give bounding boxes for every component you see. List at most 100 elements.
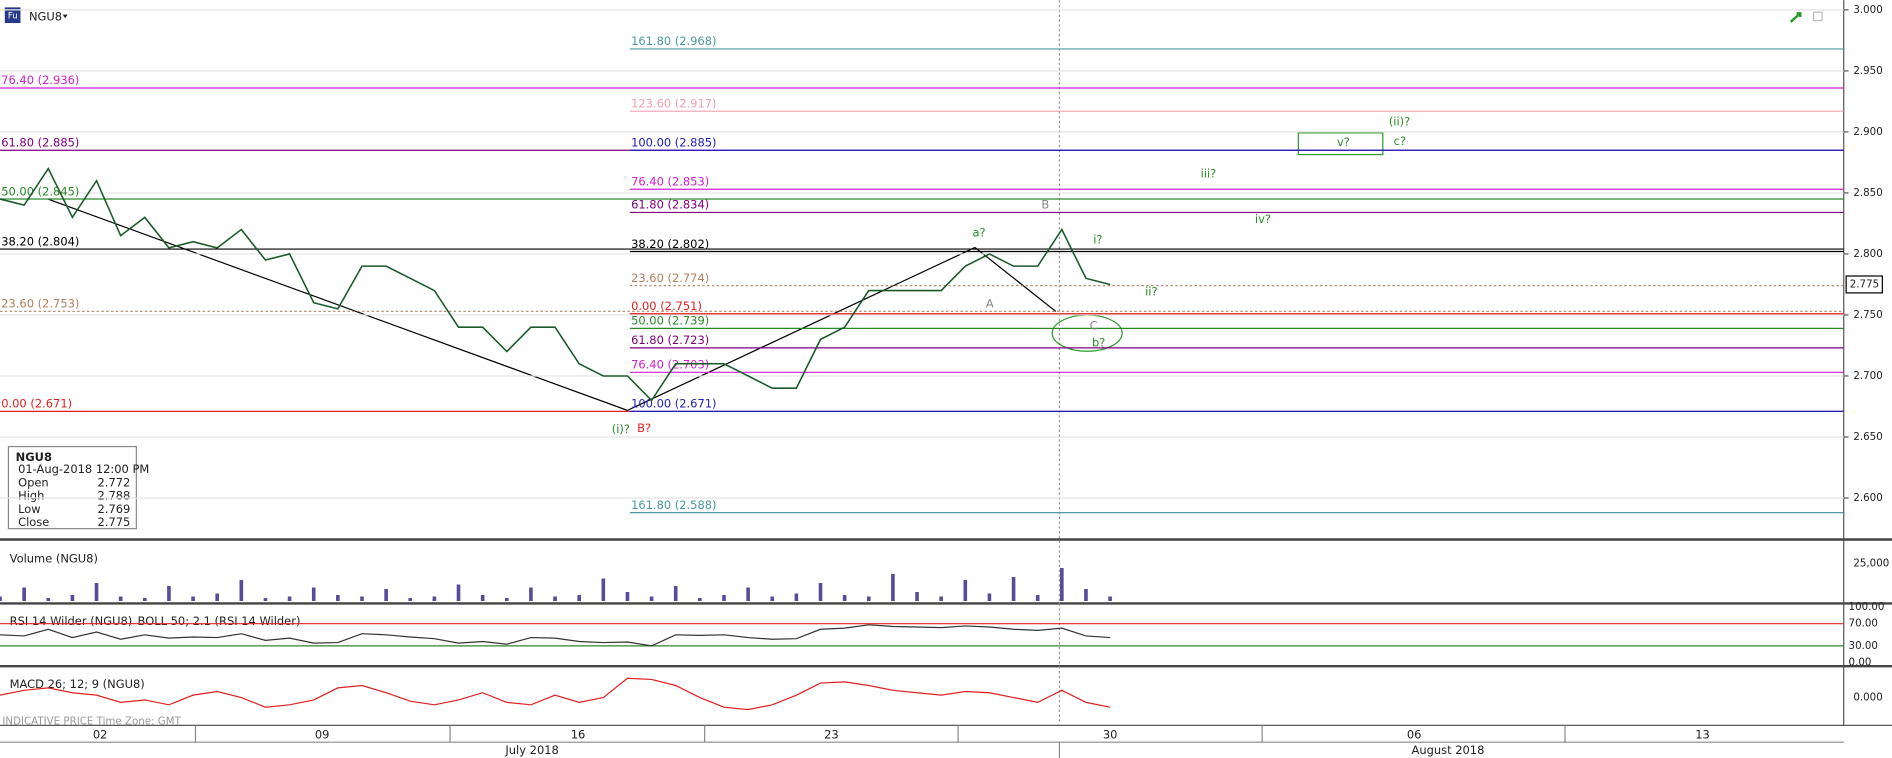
fib-label: 0.00 (2.671) <box>1 397 72 411</box>
panel-title: BOLL 50; 2.1 (RSI 14 Wilder) <box>138 614 301 628</box>
volume-bar <box>625 592 630 602</box>
volume-bar <box>287 596 292 602</box>
volume-bar <box>1035 595 1040 602</box>
dropdown-arrow[interactable] <box>62 14 68 19</box>
volume-bar <box>891 574 895 602</box>
wave-label: iv? <box>1255 212 1271 226</box>
wave-label: a? <box>973 225 986 239</box>
volume-bar <box>142 598 147 602</box>
volume-bar <box>649 596 654 602</box>
rsi-tick-label: 100.00 <box>1849 601 1885 613</box>
date-label: 09 <box>315 727 330 741</box>
price-tick-label: 2.700 <box>1853 370 1882 382</box>
rsi-tick-label: 30.00 <box>1849 640 1878 652</box>
info-row-value: 2.772 <box>98 475 131 489</box>
toolbar-icon[interactable] <box>1789 12 1802 23</box>
wave-label: iii? <box>1201 166 1217 180</box>
wave-label: ii? <box>1145 285 1157 299</box>
volume-bar <box>794 593 799 602</box>
panel-title: RSI 14 Wilder (NGU8) <box>10 614 133 628</box>
volume-bar <box>94 583 99 602</box>
volume-bar <box>529 587 533 602</box>
wave-label: (i)? <box>612 422 630 436</box>
maximize-icon[interactable] <box>1812 11 1823 22</box>
wave-label: A <box>986 297 994 311</box>
wave-label: b? <box>1092 335 1105 349</box>
volume-bar <box>480 595 485 602</box>
volume-bar <box>818 583 823 602</box>
volume-bar <box>915 592 919 602</box>
info-row-label: Open <box>18 475 49 489</box>
volume-tick-label: 25,000 <box>1853 558 1889 570</box>
volume-bar <box>842 595 847 602</box>
volume-bar <box>384 589 388 602</box>
volume-bar <box>46 598 51 602</box>
volume-bar <box>770 596 775 602</box>
info-row-label: Close <box>18 515 49 529</box>
wave-label: v? <box>1337 135 1350 149</box>
month-label: August 2018 <box>1412 743 1485 757</box>
wave-label: C <box>1090 318 1098 332</box>
volume-bar <box>311 587 316 602</box>
wave-label: (ii)? <box>1389 114 1410 128</box>
fib-label: 76.40 (2.936) <box>1 73 79 87</box>
price-tick-label: 2.600 <box>1853 492 1882 504</box>
fib-label: 0.00 (2.751) <box>631 299 702 313</box>
info-row-label: High <box>18 489 44 503</box>
price-tick-label: 2.800 <box>1853 248 1882 260</box>
info-box-frame <box>7 445 137 530</box>
fib-label: 23.60 (2.774) <box>631 271 709 285</box>
volume-bar <box>360 596 364 602</box>
volume-bar <box>215 593 220 602</box>
info-row-value: 2.769 <box>98 502 131 516</box>
volume-bar <box>263 598 268 602</box>
info-datetime: 01-Aug-2018 12:00 PM <box>18 462 149 476</box>
trendline <box>48 198 628 411</box>
symbol-icon <box>4 7 21 24</box>
fib-label: 76.40 (2.703) <box>631 358 709 372</box>
info-row-label: Low <box>18 502 41 516</box>
fib-label: 161.80 (2.588) <box>631 498 716 512</box>
trendline <box>974 247 1057 312</box>
volume-bar <box>746 587 750 602</box>
volume-bar <box>577 595 581 602</box>
current-price-label: 2.775 <box>1850 278 1879 290</box>
symbol-icon-text: Fu <box>8 10 18 20</box>
volume-bar <box>698 598 702 602</box>
volume-bar <box>432 596 437 602</box>
month-label: July 2018 <box>504 743 558 757</box>
volume-bar <box>1011 577 1016 602</box>
volume-bar <box>336 595 340 602</box>
fib-label: 23.60 (2.753) <box>1 297 79 311</box>
date-label: 13 <box>1695 727 1710 741</box>
footer: INDICATIVE PRICE Time Zone: GMT <box>2 716 181 728</box>
volume-bar <box>553 596 557 602</box>
fib-label: 123.60 (2.917) <box>631 96 716 110</box>
fib-label: 61.80 (2.885) <box>1 135 79 149</box>
date-label: 06 <box>1407 727 1422 741</box>
volume-bar <box>408 598 413 602</box>
price-tick-label: 3.000 <box>1853 4 1882 16</box>
current-price-box <box>1845 275 1883 294</box>
wave-label: c? <box>1394 134 1406 148</box>
volume-bar <box>1084 589 1088 602</box>
rsi-tick-label: 0.00 <box>1849 657 1872 669</box>
volume-bar <box>0 596 2 602</box>
fib-label: 100.00 (2.671) <box>631 397 716 411</box>
volume-bar <box>601 578 606 602</box>
price-tick-label: 2.650 <box>1853 431 1882 443</box>
panel-title: MACD 26; 12; 9 (NGU8) <box>10 677 145 691</box>
volume-bar <box>1108 596 1112 602</box>
fib-label: 76.40 (2.853) <box>631 175 709 189</box>
price-line <box>0 166 1111 402</box>
rsi-line <box>0 624 1111 647</box>
symbol[interactable]: NGU8 <box>29 10 62 24</box>
fib-label: 50.00 (2.739) <box>631 314 709 328</box>
price-tick-label: 2.950 <box>1853 65 1882 77</box>
volume-bar <box>239 580 244 602</box>
fib-label: 50.00 (2.845) <box>1 184 79 198</box>
